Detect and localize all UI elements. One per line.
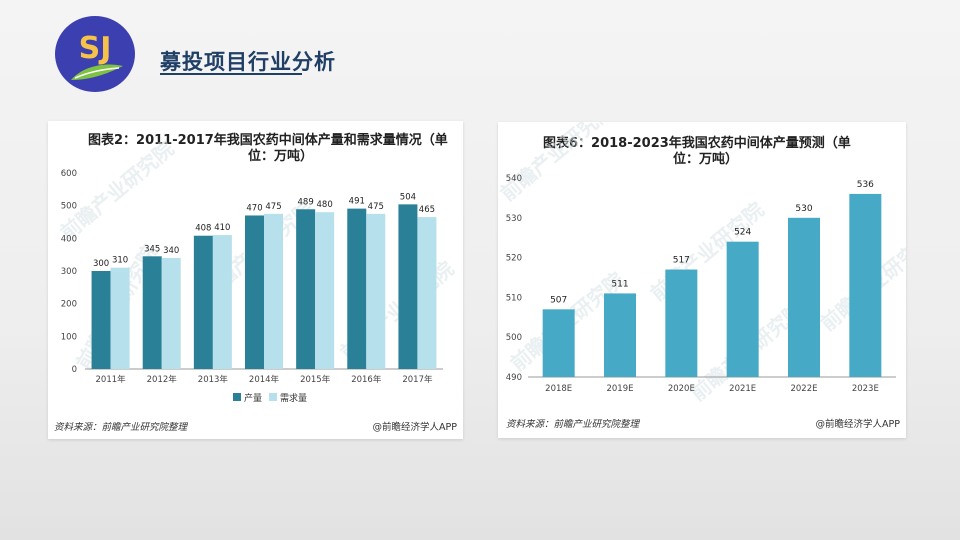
data-label: 511 bbox=[611, 279, 628, 289]
bar-demand bbox=[110, 267, 130, 369]
y-tick-label: 100 bbox=[61, 332, 77, 342]
legend-label: 产量 bbox=[244, 392, 262, 404]
x-tick-label: 2016年 bbox=[351, 374, 382, 385]
bar-forecast bbox=[849, 193, 882, 377]
chart-title-right: 图表6：2018-2023年我国农药中间体产量预测（单 位：万吨） bbox=[543, 136, 851, 167]
data-label: 475 bbox=[368, 202, 384, 212]
y-tick-label: 600 bbox=[61, 169, 77, 179]
chart-forecast: 前瞻产业研究院前瞻产业研究院前瞻产业研究院前瞻产业研究院前瞻产业研究院49050… bbox=[498, 122, 906, 406]
bar-production bbox=[142, 256, 162, 369]
bar-forecast bbox=[726, 241, 759, 377]
x-tick-label: 2021E bbox=[729, 384, 756, 394]
bar-forecast bbox=[788, 217, 820, 377]
y-tick-label: 520 bbox=[506, 254, 522, 264]
y-tick-label: 540 bbox=[506, 174, 522, 184]
watermark: 前瞻产业研究院 bbox=[56, 136, 179, 244]
data-label: 465 bbox=[419, 205, 435, 215]
data-label: 310 bbox=[112, 256, 128, 266]
data-label: 536 bbox=[857, 180, 874, 190]
legend-label: 需求量 bbox=[280, 392, 307, 404]
bar-production bbox=[193, 235, 213, 369]
chart-source-right: 资料来源：前瞻产业研究院整理 bbox=[506, 419, 640, 430]
x-tick-label: 2023E bbox=[852, 384, 879, 394]
data-label: 491 bbox=[349, 197, 365, 207]
x-tick-label: 2017年 bbox=[402, 374, 433, 385]
bar-production bbox=[398, 204, 418, 369]
chart-credit-left: @前瞻经济学人APP bbox=[372, 422, 457, 433]
bar-forecast bbox=[665, 269, 698, 377]
chart-source-left: 资料来源：前瞻产业研究院整理 bbox=[54, 422, 188, 433]
data-label: 475 bbox=[265, 202, 281, 212]
data-label: 345 bbox=[144, 244, 160, 254]
y-tick-label: 0 bbox=[72, 365, 77, 375]
x-tick-label: 2019E bbox=[606, 384, 633, 394]
x-tick-label: 2014年 bbox=[249, 374, 280, 385]
y-tick-label: 490 bbox=[506, 373, 522, 383]
data-label: 524 bbox=[734, 228, 751, 238]
bar-demand bbox=[212, 235, 232, 369]
chart-production-demand: 前瞻产业研究院前瞻产业研究院前瞻产业研究院前瞻产业研究院010020030040… bbox=[56, 136, 459, 404]
data-label: 480 bbox=[317, 200, 333, 210]
data-label: 340 bbox=[163, 246, 179, 256]
data-label: 470 bbox=[246, 203, 262, 213]
chart-card-production-demand: 图表2：2011-2017年我国农药中间体产量和需求量情况（单 位：万吨） 前瞻… bbox=[48, 121, 463, 439]
bar-production bbox=[296, 209, 316, 369]
data-label: 504 bbox=[400, 192, 416, 202]
data-label: 530 bbox=[795, 204, 812, 214]
bar-production bbox=[245, 215, 264, 369]
chart-card-forecast: 图表6：2018-2023年我国农药中间体产量预测（单 位：万吨） 前瞻产业研究… bbox=[498, 122, 906, 438]
data-label: 507 bbox=[550, 295, 567, 305]
bar-demand bbox=[417, 217, 437, 369]
logo-text: SJ bbox=[79, 31, 112, 66]
x-tick-label: 2018E bbox=[545, 384, 572, 394]
x-tick-label: 2012年 bbox=[147, 374, 178, 385]
bar-demand bbox=[264, 213, 283, 369]
data-label: 410 bbox=[214, 223, 230, 233]
x-tick-label: 2022E bbox=[790, 384, 817, 394]
title-underline bbox=[160, 73, 302, 75]
x-tick-label: 2015年 bbox=[300, 374, 331, 385]
y-tick-label: 530 bbox=[506, 214, 522, 224]
x-tick-label: 2011年 bbox=[96, 374, 127, 385]
y-tick-label: 400 bbox=[61, 234, 77, 244]
y-tick-label: 200 bbox=[61, 300, 77, 310]
bar-demand bbox=[315, 212, 335, 369]
y-tick-label: 300 bbox=[61, 267, 77, 277]
data-label: 517 bbox=[673, 256, 690, 266]
y-tick-label: 500 bbox=[61, 202, 77, 212]
bar-forecast bbox=[604, 293, 636, 377]
chart-title-left: 图表2：2011-2017年我国农药中间体产量和需求量情况（单 位：万吨） bbox=[88, 133, 448, 164]
data-label: 408 bbox=[195, 224, 211, 234]
data-label: 489 bbox=[298, 197, 314, 207]
bar-production bbox=[347, 208, 367, 369]
chart-credit-right: @前瞻经济学人APP bbox=[815, 419, 900, 430]
bar-forecast bbox=[542, 309, 575, 377]
legend-swatch bbox=[233, 393, 241, 401]
company-logo: SJ bbox=[55, 16, 135, 92]
x-tick-label: 2013年 bbox=[198, 374, 229, 385]
bar-demand bbox=[366, 213, 386, 369]
bar-demand bbox=[161, 257, 181, 369]
data-label: 300 bbox=[93, 259, 109, 269]
watermark: 前瞻产业研究院 bbox=[498, 122, 618, 206]
y-tick-label: 500 bbox=[506, 333, 522, 343]
y-tick-label: 510 bbox=[506, 293, 522, 303]
x-tick-label: 2020E bbox=[668, 384, 695, 394]
page-title: 募投项目行业分析 bbox=[160, 50, 336, 74]
legend-swatch bbox=[269, 393, 277, 401]
bar-production bbox=[91, 271, 111, 369]
